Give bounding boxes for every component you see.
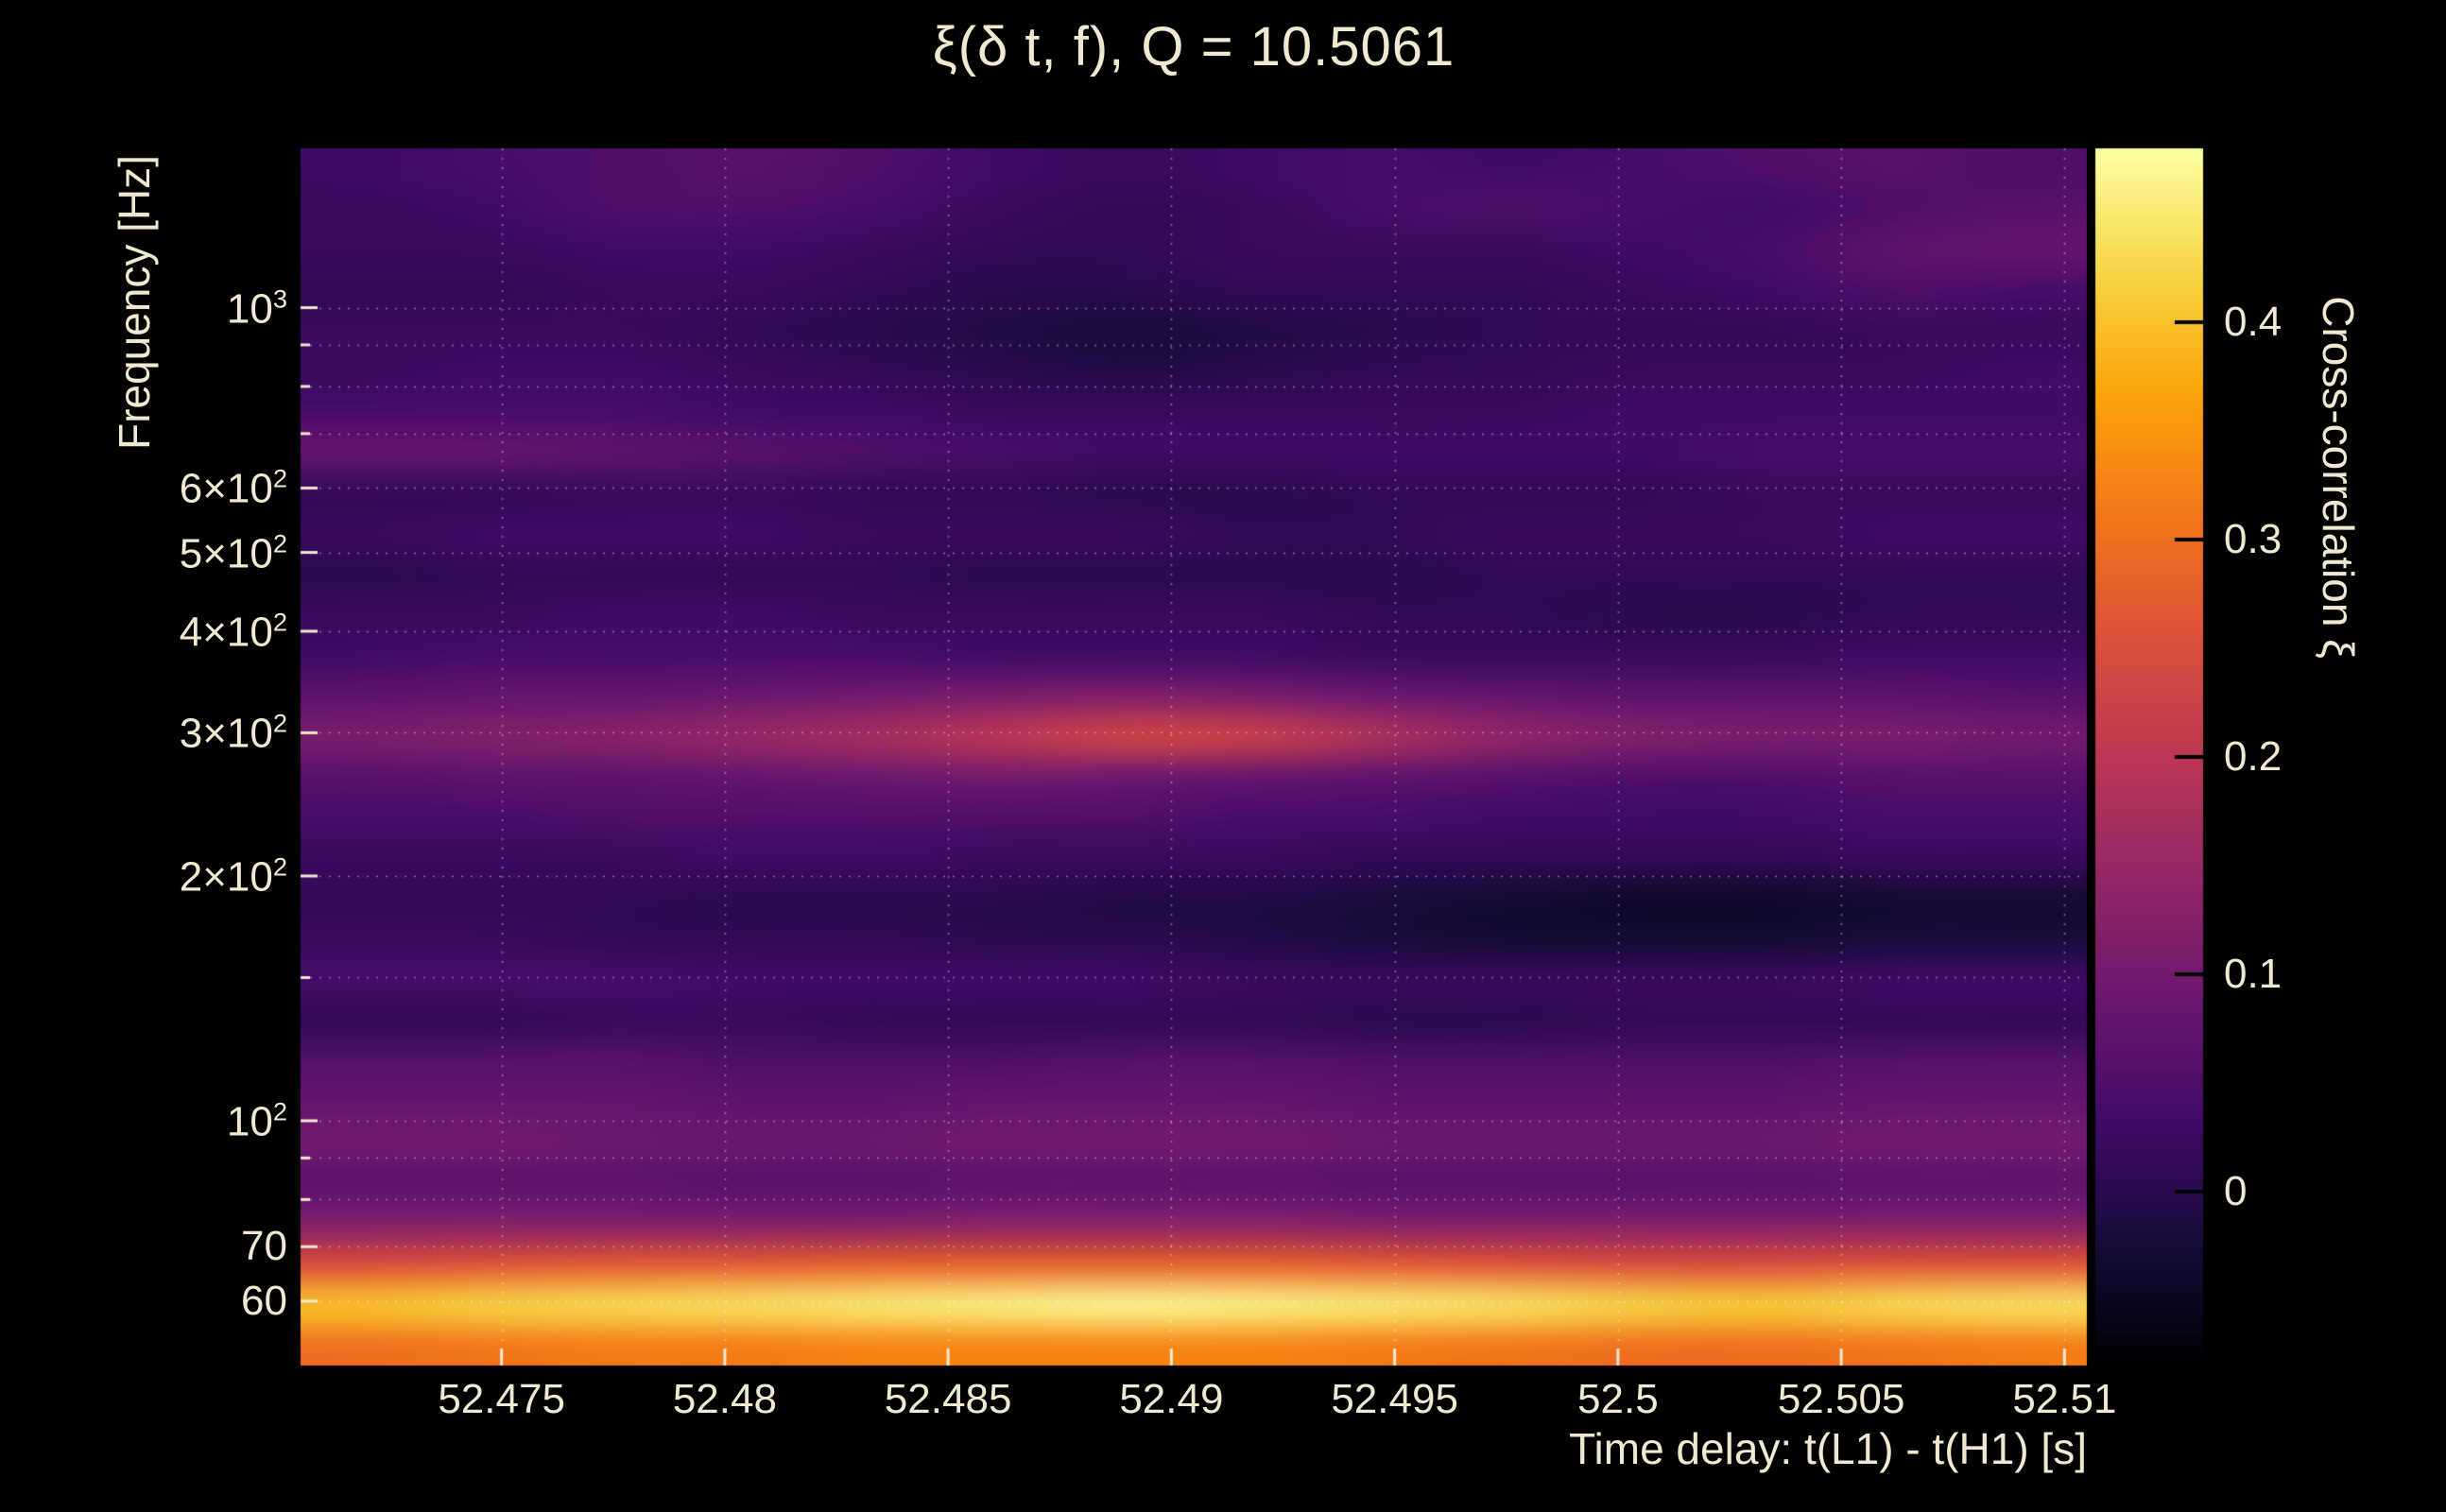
colorbar-title: Cross-correlation ξ [2314,296,2363,659]
x-axis-title: Time delay: t(L1) - t(H1) [s] [1569,1424,2087,1473]
y-axis-title: Frequency [Hz] [110,155,159,450]
chart-title: ξ(δ t, f), Q = 10.5061 [932,16,1456,77]
